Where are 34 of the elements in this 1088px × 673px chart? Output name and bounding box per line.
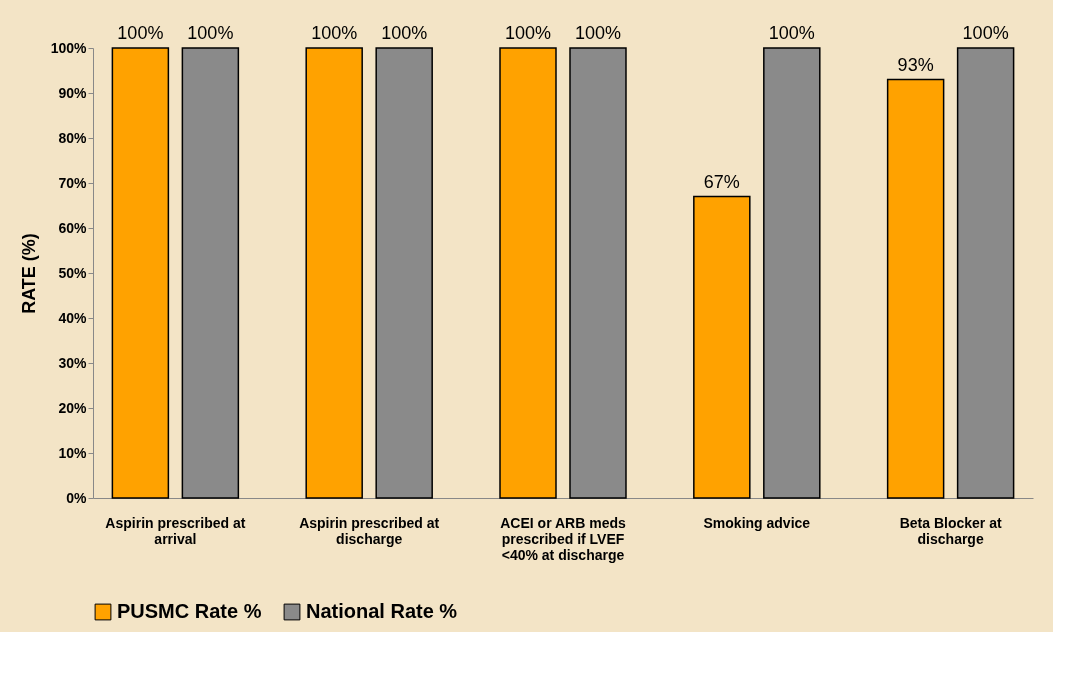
y-tick-label: 90% (58, 84, 88, 101)
x-tick-label: Smoking advice (703, 514, 811, 531)
data-label: 93% (897, 54, 934, 75)
bar (111, 47, 170, 499)
legend-label: PUSMC Rate % (117, 600, 262, 622)
y-tick-label: 70% (58, 174, 88, 191)
data-label: 67% (703, 171, 740, 192)
y-tick-label: 20% (58, 399, 88, 416)
data-label: 100% (962, 23, 1009, 43)
data-label: 100% (381, 23, 428, 43)
x-tick-label: Beta Blocker at discharge (899, 514, 1002, 547)
legend-label: National Rate % (306, 600, 458, 622)
y-tick-label: 10% (58, 444, 88, 461)
y-tick-label: 50% (58, 264, 88, 281)
data-label: 100% (187, 23, 234, 43)
y-tick-label: 60% (58, 219, 88, 236)
data-label: 100% (574, 23, 622, 43)
x-tick-label: Aspirin prescribed at discharge (299, 514, 440, 547)
y-tick-label: 100% (50, 39, 88, 56)
data-label: 100% (311, 23, 358, 43)
data-label: 100% (768, 23, 815, 43)
y-axis-title: RATE (%) (18, 233, 39, 314)
x-tick-label: Aspirin prescribed at arrival (105, 514, 246, 547)
bar (886, 78, 945, 499)
y-tick-label: 40% (58, 309, 88, 326)
y-tick-label: 0% (66, 489, 88, 506)
bar (499, 47, 557, 499)
bar (305, 47, 363, 499)
data-label: 100% (117, 23, 164, 43)
y-tick-label: 80% (58, 129, 88, 146)
x-tick-label: ACEI or ARB meds prescribed if LVEF <40% at discharge (500, 514, 626, 563)
bar (693, 195, 751, 499)
data-label: 100% (504, 23, 552, 43)
y-tick-label: 30% (58, 354, 88, 371)
